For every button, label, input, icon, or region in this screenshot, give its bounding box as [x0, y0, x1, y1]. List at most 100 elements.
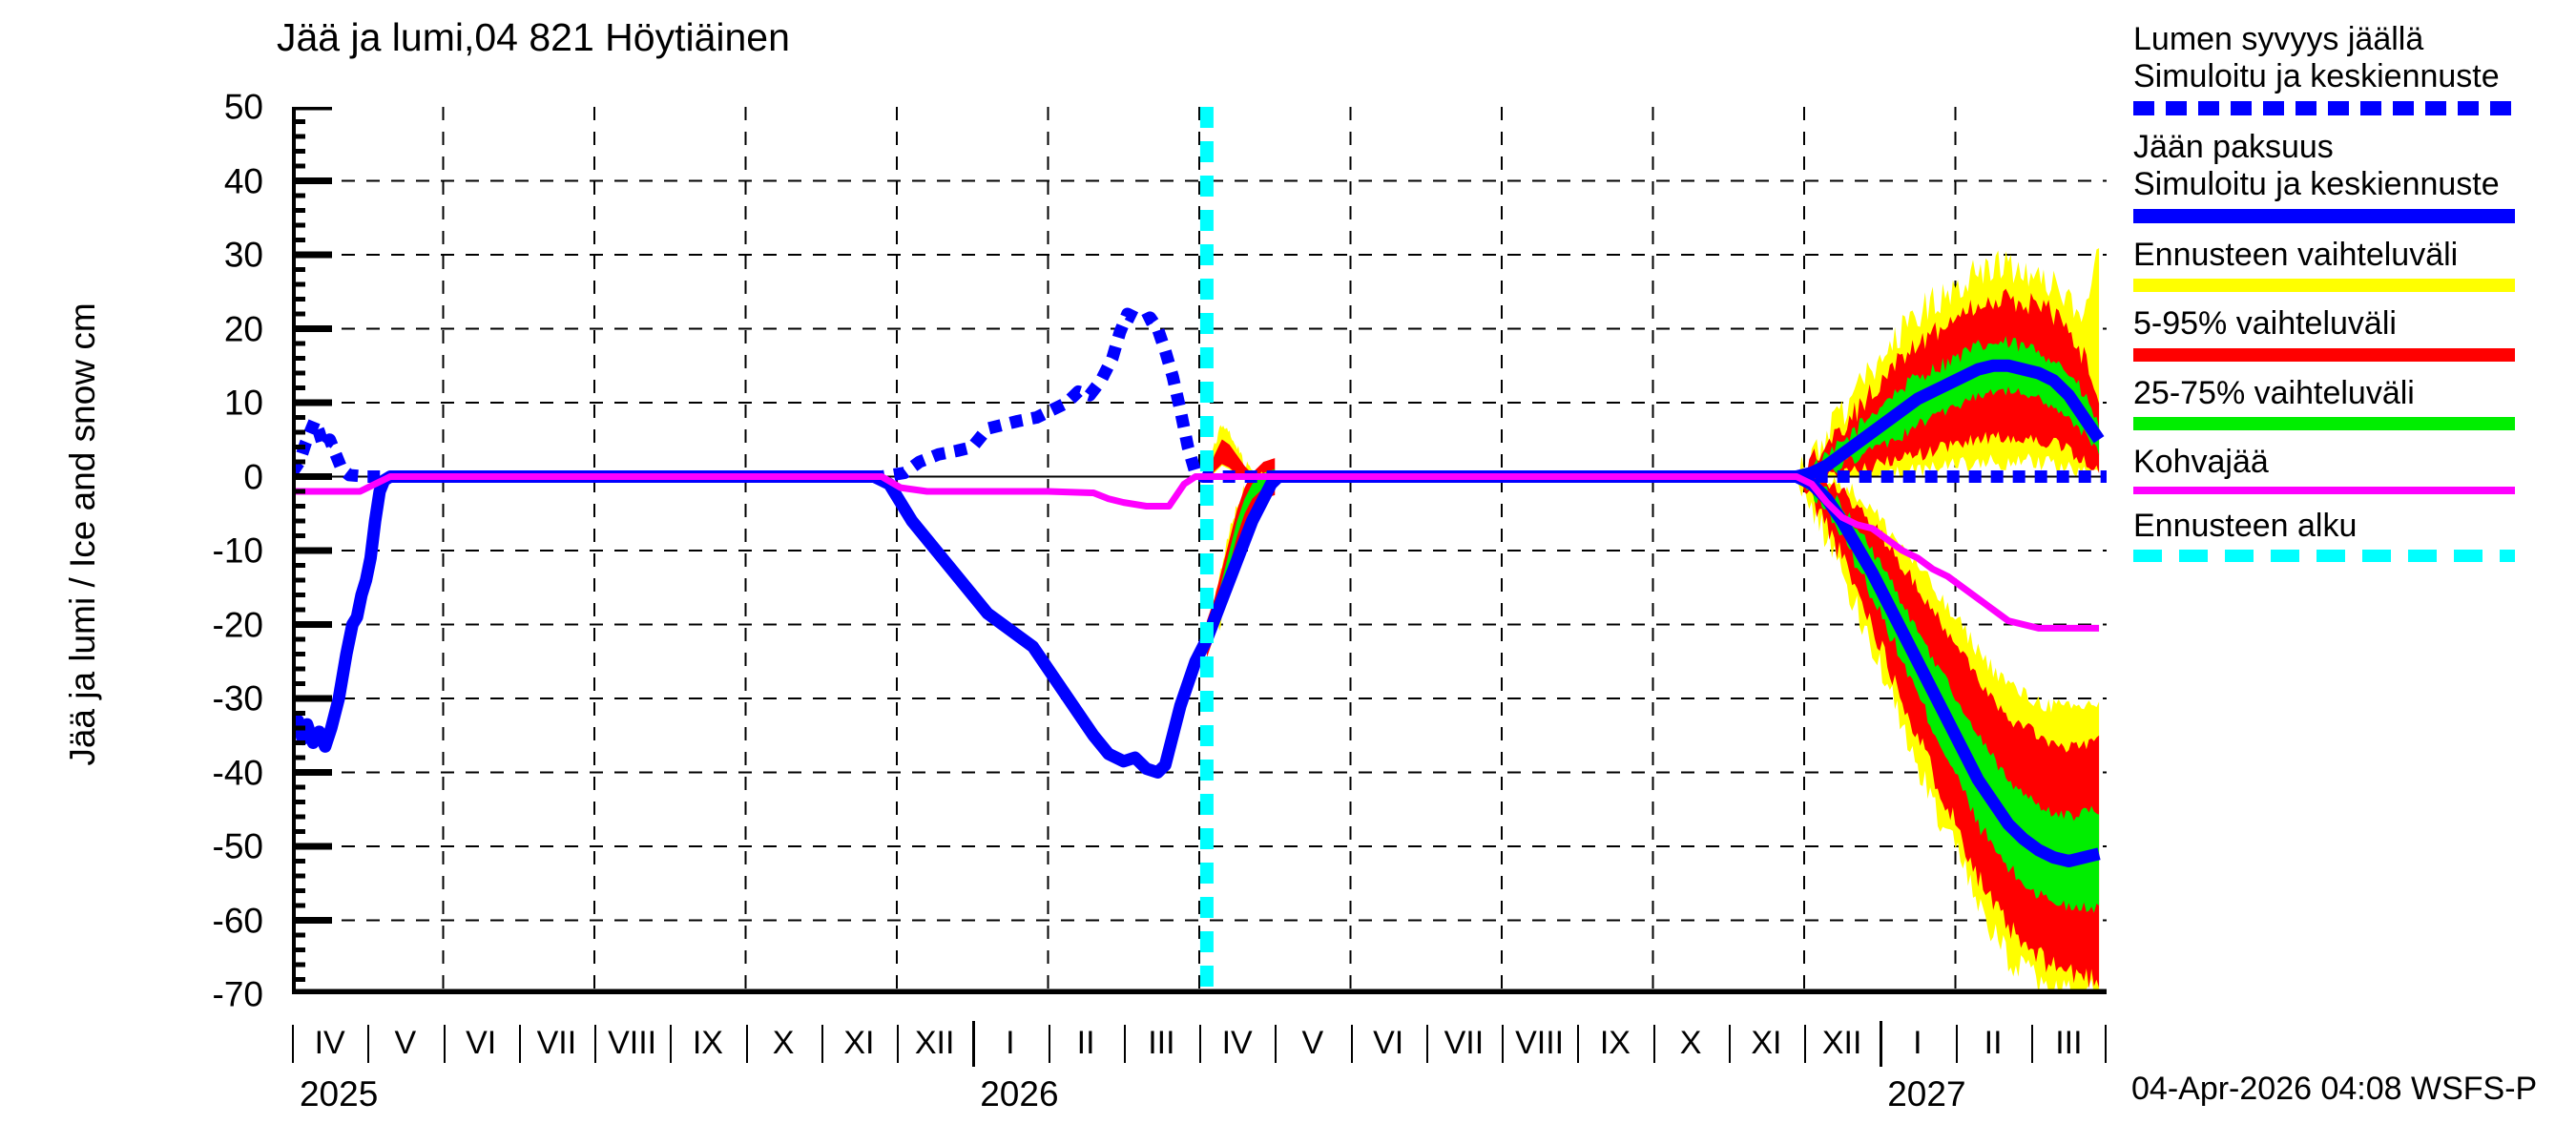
legend-item-ice-thickness: Jään paksuus Simuloitu ja keskiennuste — [2133, 129, 2572, 223]
x-tick-separator — [518, 1025, 521, 1063]
x-tick-separator — [1502, 1025, 1504, 1063]
legend-item-slush-ice: Kohvajää — [2133, 444, 2572, 494]
x-tick-separator — [1275, 1025, 1278, 1063]
x-tick-separator — [897, 1025, 899, 1063]
footer-timestamp: 04-Apr-2026 04:08 WSFS-P — [2131, 1071, 2538, 1107]
chart-canvas — [292, 107, 2107, 994]
x-tick-separator — [1123, 1025, 1126, 1063]
x-tick-label: VII — [1444, 1025, 1485, 1061]
x-tick-separator — [1804, 1025, 1806, 1063]
x-tick-separator — [1880, 1021, 1883, 1067]
legend-sublabel: Simuloitu ja keskiennuste — [2133, 166, 2500, 203]
x-tick-label: V — [1301, 1025, 1324, 1061]
y-tick-label: -30 — [212, 678, 263, 718]
x-tick-separator — [1199, 1025, 1201, 1063]
legend-swatch-snow-depth-on-ice — [2133, 100, 2515, 115]
legend-label: 5-95% vaihteluväli — [2133, 305, 2397, 343]
x-tick-label: V — [394, 1025, 417, 1061]
legend-item-range-5-95: 5-95% vaihteluväli — [2133, 305, 2572, 362]
x-tick-label: VI — [466, 1025, 497, 1061]
x-tick-separator — [1577, 1025, 1580, 1063]
x-tick-label: III — [1148, 1025, 1175, 1061]
x-tick-separator — [292, 1025, 294, 1063]
x-tick-separator — [1425, 1025, 1428, 1063]
x-tick-label: VIII — [1515, 1025, 1565, 1061]
x-tick-separator — [972, 1021, 976, 1067]
legend-swatch-forecast-range — [2133, 279, 2515, 293]
legend-item-range-25-75: 25-75% vaihteluväli — [2133, 374, 2572, 431]
x-tick-label: IV — [1221, 1025, 1253, 1061]
x-tick-label: II — [1076, 1025, 1095, 1061]
x-tick-separator — [367, 1025, 370, 1063]
x-tick-label: I — [1006, 1025, 1015, 1061]
x-tick-label: III — [2055, 1025, 2083, 1061]
legend: Lumen syvyys jäällä Simuloitu ja keskienn… — [2133, 21, 2572, 575]
x-tick-label: XI — [843, 1025, 875, 1061]
series-line — [292, 473, 2100, 632]
y-tick-label: -20 — [212, 605, 263, 644]
legend-swatch-range-25-75 — [2133, 417, 2515, 431]
legend-swatch-ice-thickness — [2133, 208, 2515, 223]
x-tick-label: XII — [914, 1025, 955, 1061]
x-tick-label: X — [1679, 1025, 1702, 1061]
x-tick-separator — [821, 1025, 823, 1063]
x-tick-separator — [745, 1025, 748, 1063]
legend-swatch-forecast-start — [2133, 549, 2515, 562]
y-tick-label: -50 — [212, 826, 263, 866]
legend-label: 25-75% vaihteluväli — [2133, 374, 2415, 411]
y-tick-label: 20 — [223, 309, 263, 348]
x-tick-label: IX — [692, 1025, 723, 1061]
x-tick-label: IV — [314, 1025, 345, 1061]
x-axis-tick-separators — [292, 1021, 2107, 1067]
x-tick-separator — [1652, 1025, 1655, 1063]
page-title: Jää ja lumi,04 821 Höytiäinen — [277, 15, 790, 59]
x-tick-label: I — [1913, 1025, 1922, 1061]
x-axis-year-label: 2027 — [1887, 1074, 1966, 1114]
y-tick-label: -60 — [212, 901, 263, 940]
y-tick-label: -10 — [212, 531, 263, 571]
x-tick-label: X — [772, 1025, 795, 1061]
x-axis-year-label: 2025 — [299, 1074, 379, 1114]
x-axis-year-labels: 2025 2026 2027 — [292, 1076, 2107, 1122]
x-tick-separator — [594, 1025, 596, 1063]
legend-label: Lumen syvyys jäällä — [2133, 21, 2424, 57]
legend-label: Ennusteen vaihteluväli — [2133, 236, 2459, 273]
x-tick-label: XII — [1821, 1025, 1862, 1061]
y-axis-tick-labels: 50 40 30 20 10 0 -10 -20 -30 -40 -50 -60 -70 — [86, 90, 277, 1012]
y-tick-label: -40 — [212, 753, 263, 792]
x-tick-separator — [1350, 1025, 1353, 1063]
x-tick-separator — [2105, 1025, 2107, 1063]
legend-label: Ennusteen alku — [2133, 507, 2358, 544]
x-tick-label: VI — [1373, 1025, 1404, 1061]
y-tick-label: -70 — [212, 974, 263, 1014]
x-axis-year-label: 2026 — [980, 1074, 1059, 1114]
x-tick-label: XI — [1751, 1025, 1782, 1061]
x-tick-label: VII — [536, 1025, 577, 1061]
data-series — [292, 307, 2107, 867]
x-tick-separator — [1048, 1025, 1050, 1063]
plot-area — [292, 107, 2107, 994]
x-tick-label: IX — [1599, 1025, 1631, 1061]
legend-swatch-slush-ice — [2133, 486, 2515, 494]
legend-swatch-range-5-95 — [2133, 347, 2515, 362]
x-tick-label: VIII — [608, 1025, 657, 1061]
x-axis-tick-labels: IV V VI VII VIII IX X XI XII I II III IV V VI VII VIII IX… — [292, 1027, 2107, 1071]
gridlines — [292, 107, 2107, 994]
series-line — [1795, 359, 2105, 483]
legend-label: Kohvajää — [2133, 444, 2269, 481]
x-tick-separator — [1728, 1025, 1731, 1063]
legend-sublabel: Simuloitu ja keskiennuste — [2133, 58, 2500, 95]
x-tick-separator — [1955, 1025, 1958, 1063]
y-tick-label: 30 — [223, 235, 263, 275]
legend-label: Jään paksuus — [2133, 128, 2334, 165]
legend-item-forecast-range: Ennusteen vaihteluväli — [2133, 236, 2572, 293]
x-tick-label: II — [1984, 1025, 2003, 1061]
x-tick-separator — [443, 1025, 446, 1063]
legend-item-forecast-start: Ennusteen alku — [2133, 508, 2572, 562]
y-tick-label: 40 — [223, 161, 263, 200]
x-tick-separator — [670, 1025, 673, 1063]
y-tick-label: 50 — [223, 87, 263, 127]
series-line — [292, 470, 2101, 867]
series-line — [292, 307, 2107, 483]
